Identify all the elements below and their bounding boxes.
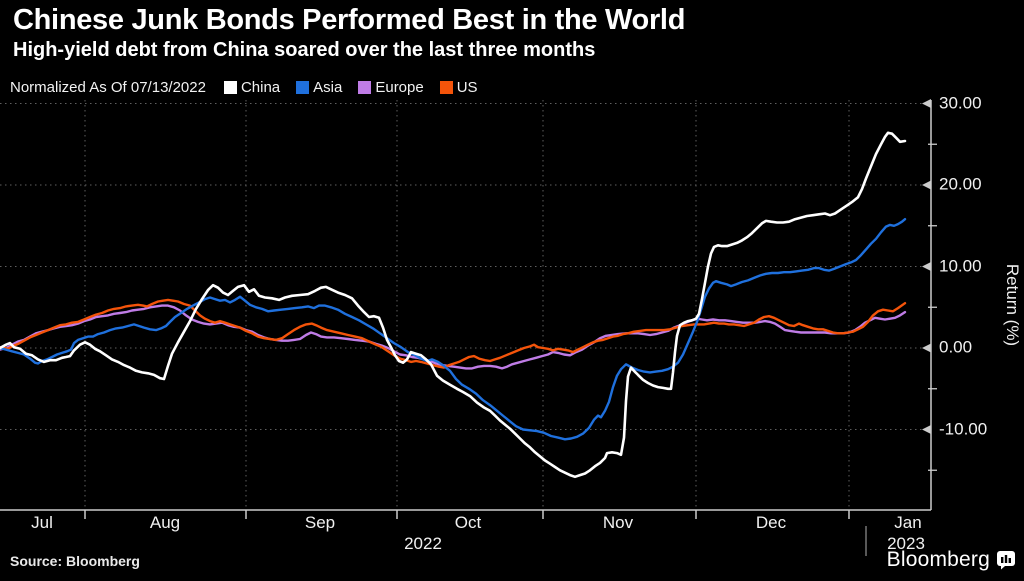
y-major-tick (922, 180, 931, 190)
x-tick-label-month: Jan (894, 513, 922, 532)
legend-item-us: US (439, 79, 478, 96)
legend-item-asia: Asia (296, 79, 342, 96)
x-tick-label-month: Jul (31, 513, 53, 532)
y-major-tick (922, 425, 931, 434)
y-major-tick (922, 99, 931, 108)
page-title: Chinese Junk Bonds Performed Best in the… (13, 4, 686, 36)
series-line-china (0, 131, 907, 479)
chart-legend: Normalized As Of 07/13/2022 China Asia Eur… (10, 79, 494, 96)
source-credit: Source: Bloomberg (10, 553, 140, 569)
x-tick-label-year: 2023 (887, 534, 925, 553)
y-tick-label: 10.00 (939, 255, 982, 275)
x-tick-label-month: Dec (755, 513, 787, 532)
y-major-tick (922, 262, 931, 271)
legend-swatch-icon (439, 81, 453, 94)
bloomberg-wordmark: Bloomberg (887, 548, 1016, 572)
legend-swatch-icon (223, 81, 237, 94)
y-major-tick (922, 343, 931, 353)
legend-item-label: Asia (313, 79, 343, 96)
y-tick-label: 30.00 (939, 92, 982, 112)
legend-item-label: US (456, 79, 478, 96)
x-tick-label-year: 2022 (404, 534, 442, 553)
bloomberg-brand-text: Bloomberg (886, 548, 990, 571)
legend-swatch-icon (358, 81, 372, 94)
series-line-us (0, 298, 907, 369)
x-tick-label-month: Nov (602, 513, 634, 532)
y-tick-label: 20.00 (939, 174, 982, 194)
series-line-asia (0, 217, 907, 441)
legend-items: China Asia Europe US (223, 79, 494, 96)
x-tick-label-month: Oct (454, 513, 482, 532)
x-tick-label-month: Sep (304, 513, 336, 532)
legend-item-china: China (223, 79, 281, 96)
bloomberg-logo-icon (997, 551, 1015, 570)
y-tick-label: 0.00 (939, 337, 973, 357)
legend-normalization-note: Normalized As Of 07/13/2022 (10, 79, 206, 96)
legend-swatch-icon (296, 81, 310, 94)
legend-item-europe: Europe (358, 79, 424, 96)
legend-item-label: China (240, 79, 281, 96)
legend-item-label: Europe (375, 79, 424, 96)
chart-subtitle: High-yield debt from China soared over t… (13, 39, 596, 61)
y-axis-title: Return (%) (1003, 263, 1022, 347)
series-line-europe (0, 304, 907, 370)
x-tick-label-month: Aug (149, 513, 181, 532)
y-tick-label: -10.00 (939, 418, 988, 438)
